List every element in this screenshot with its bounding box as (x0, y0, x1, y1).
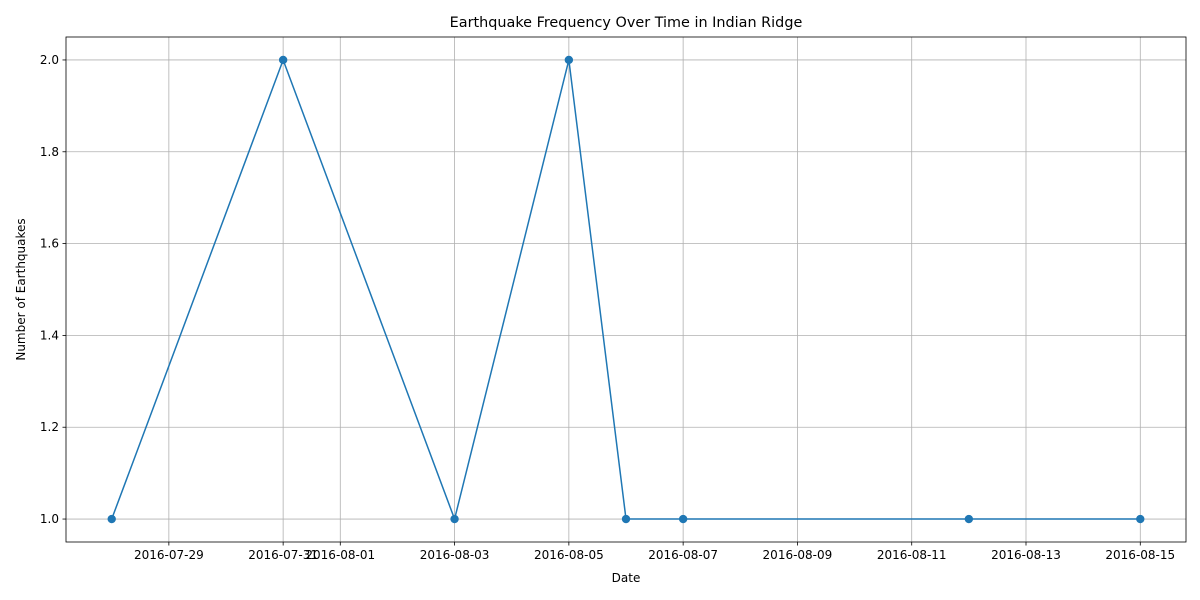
data-point (278, 55, 288, 65)
data-point (1136, 514, 1145, 524)
x-tick-label: 2016-08-11 (877, 548, 947, 562)
data-point (678, 514, 688, 524)
chart-title: Earthquake Frequency Over Time in Indian… (450, 15, 803, 31)
x-tick-label: 2016-08-07 (648, 548, 718, 562)
data-point (107, 514, 116, 524)
x-tick-label: 2016-08-09 (763, 548, 833, 562)
series-layer (107, 55, 1145, 524)
y-tick-label: 2.0 (40, 53, 59, 67)
y-tick-label: 1.0 (40, 512, 59, 526)
series-line (111, 59, 1141, 520)
x-tick-label: 2016-08-13 (991, 548, 1061, 562)
data-point (621, 514, 631, 524)
data-point (450, 514, 459, 524)
x-tick-label: 2016-08-05 (534, 548, 604, 562)
plot-frame (65, 36, 1187, 543)
x-tick-label: 2016-08-01 (305, 548, 375, 562)
x-tick-label: 2016-07-31 (248, 548, 318, 562)
x-tick-label: 2016-07-29 (134, 548, 204, 562)
y-tick-label: 1.6 (40, 237, 59, 251)
data-point (964, 514, 974, 524)
y-tick-label: 1.4 (40, 328, 59, 342)
y-tick-label: 1.8 (40, 145, 59, 159)
y-tick-label: 1.2 (40, 420, 59, 434)
grid (66, 37, 1186, 542)
x-tick-label: 2016-08-15 (1105, 548, 1175, 562)
x-tick-label: 2016-08-03 (420, 548, 490, 562)
x-axis-label: Date (612, 571, 641, 585)
data-point (564, 55, 574, 65)
y-axis-label: Number of Earthquakes (14, 218, 28, 360)
